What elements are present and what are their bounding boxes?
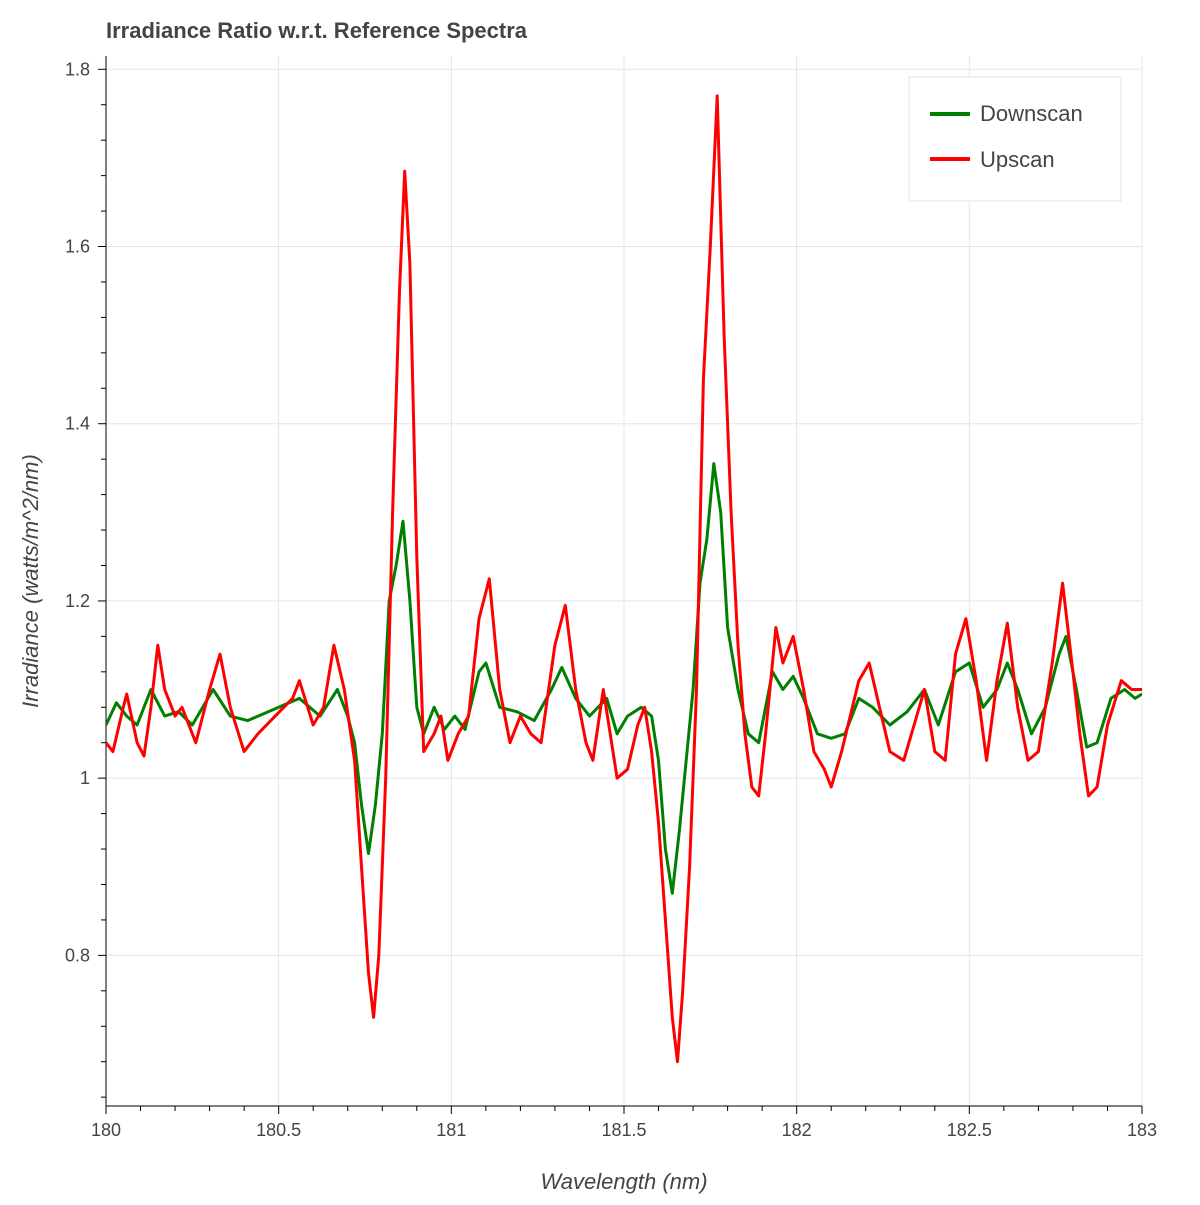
y-tick-label: 1.4 xyxy=(65,414,90,434)
x-tick-label: 181 xyxy=(436,1120,466,1140)
y-tick-label: 1 xyxy=(80,768,90,788)
series-lines xyxy=(106,94,1142,1064)
x-axis-ticks: 180 180.5 181 181.5 182 182.5 183 xyxy=(91,1106,1157,1140)
legend: Downscan Upscan xyxy=(908,76,1122,202)
y-axis-label: Irradiance (watts/m^2/nm) xyxy=(18,454,43,708)
x-tick-label: 180.5 xyxy=(256,1120,301,1140)
x-tick-label: 182 xyxy=(782,1120,812,1140)
grid xyxy=(106,56,1143,1106)
x-tick-label: 183 xyxy=(1127,1120,1157,1140)
x-tick-label: 182.5 xyxy=(947,1120,992,1140)
legend-box xyxy=(908,76,1122,202)
x-tick-label: 180 xyxy=(91,1120,121,1140)
chart-title: Irradiance Ratio w.r.t. Reference Spectr… xyxy=(106,18,528,43)
legend-label-downscan: Downscan xyxy=(980,101,1083,126)
x-tick-label: 181.5 xyxy=(601,1120,646,1140)
legend-label-upscan: Upscan xyxy=(980,147,1055,172)
x-axis-label: Wavelength (nm) xyxy=(540,1169,707,1194)
series-line-upscan xyxy=(106,94,1142,1064)
y-tick-label: 0.8 xyxy=(65,945,90,965)
y-axis-ticks: 0.8 1 1.2 1.4 1.6 1.8 xyxy=(65,59,106,1098)
y-tick-label: 1.8 xyxy=(65,59,90,79)
y-tick-label: 1.2 xyxy=(65,591,90,611)
y-tick-label: 1.6 xyxy=(65,237,90,257)
